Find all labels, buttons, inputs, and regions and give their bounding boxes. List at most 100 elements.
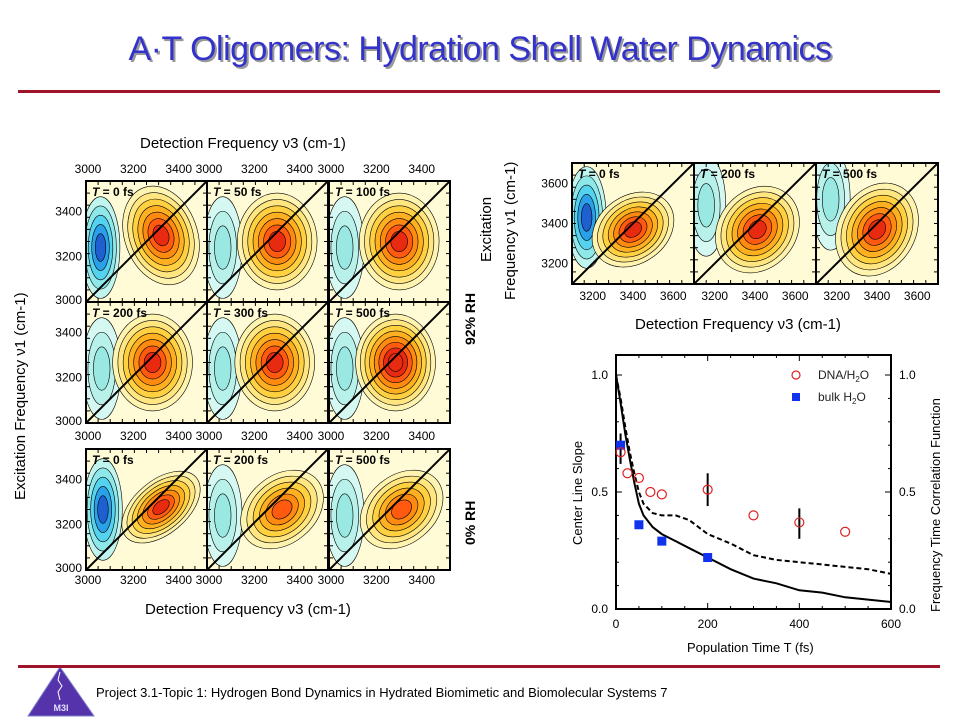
- y-tick-label: 3400: [55, 204, 82, 218]
- panel-label: T = 200 fs: [700, 167, 755, 181]
- positive-contour: [390, 231, 408, 252]
- positive-contour: [867, 219, 887, 240]
- negative-contour: [581, 203, 593, 232]
- diagonal-line: [86, 449, 207, 570]
- dna-h2o-point: [840, 526, 851, 537]
- footer-text: Project 3.1-Topic 1: Hydrogen Bond Dynam…: [96, 685, 668, 700]
- negative-contour: [214, 225, 232, 270]
- x-tick-label: 3000: [318, 573, 345, 587]
- spectrum-panel: [207, 302, 328, 423]
- dna-h2o-point: [645, 486, 656, 498]
- x-tick-label: 3400: [165, 573, 192, 587]
- chart-y2-tick-label: 0.5: [899, 485, 916, 499]
- diagonal-line: [329, 449, 450, 570]
- diagonal-line: [86, 181, 207, 302]
- x-tick-label: 3400: [408, 162, 435, 176]
- negative-contour: [336, 493, 354, 538]
- panel-label: T = 200 fs: [92, 306, 147, 320]
- diagonal-line: [207, 302, 328, 423]
- panel-label: T = 300 fs: [213, 306, 268, 320]
- logo-wave: [57, 671, 63, 701]
- diagonal-line: [816, 163, 938, 284]
- left-bottom-axis-title: Detection Frequency ν3 (cm-1): [145, 601, 351, 618]
- chart-y-tick-label: 0.5: [591, 485, 608, 499]
- diagonal-line: [207, 181, 328, 302]
- logo-triangle: [27, 666, 95, 717]
- spectrum-panel: [86, 181, 207, 302]
- left-top-axis-title-text: Detection Frequency ν3 (cm-1): [140, 135, 346, 152]
- dna-h2o-point: [748, 510, 759, 521]
- y-tick-label: 3000: [55, 414, 82, 428]
- diagonal-line: [86, 302, 207, 423]
- x-tick-label: 3000: [196, 573, 223, 587]
- x-tick-label: 3000: [318, 162, 345, 176]
- x-tick-label: 3200: [823, 289, 850, 303]
- chart-x-tick-label: 600: [881, 617, 901, 631]
- negative-contour: [94, 233, 107, 262]
- x-tick-label: 3600: [904, 289, 931, 303]
- diagonal-line: [329, 302, 450, 423]
- legend-bulk-label: bulk H2O: [818, 390, 866, 406]
- spectrum-panel: [694, 163, 816, 284]
- title-divider: [18, 90, 940, 93]
- spectrum-panel: [86, 449, 207, 570]
- x-tick-label: 3000: [196, 429, 223, 443]
- y-tick-label: 3200: [55, 518, 82, 532]
- diagonal-line: [329, 181, 450, 302]
- x-tick-label: 3400: [165, 429, 192, 443]
- x-tick-label: 3400: [165, 162, 192, 176]
- x-tick-label: 3200: [120, 573, 147, 587]
- y-tick-label: 3000: [55, 561, 82, 575]
- spectrum-panel: [329, 181, 450, 302]
- positive-contour: [268, 231, 286, 252]
- ffcf-solid-curve: [615, 374, 892, 603]
- panel-label: T = 500 fs: [335, 306, 390, 320]
- x-tick-label: 3400: [286, 573, 313, 587]
- dna-h2o-point: [656, 489, 667, 500]
- positive-contour: [152, 499, 170, 515]
- left-top-axis-title: Detection Frequency ν3 (cm-1): [140, 135, 346, 152]
- x-tick-label: 3000: [318, 429, 345, 443]
- dna-h2o-point: [633, 472, 645, 484]
- negative-contour: [97, 495, 109, 524]
- x-tick-label: 3200: [120, 429, 147, 443]
- y-tick-label: 3400: [55, 325, 82, 339]
- x-tick-label: 3200: [363, 429, 390, 443]
- x-tick-label: 3200: [241, 162, 268, 176]
- negative-contour: [214, 493, 232, 538]
- spectrum-panel: [207, 181, 328, 302]
- negative-contour: [93, 346, 111, 391]
- positive-contour: [624, 221, 642, 238]
- panel-label: T = 0 fs: [92, 453, 134, 467]
- slide-title: A·T Oligomers: Hydration Shell Water Dyn…: [128, 30, 832, 68]
- spectrum-panel: [207, 449, 328, 570]
- diagonal-line: [572, 163, 694, 284]
- dna-h2o-point: [615, 447, 626, 458]
- panel-label: T = 0 fs: [92, 185, 134, 199]
- y-tick-label: 3600: [541, 177, 568, 191]
- chart-x-tick-label: 400: [789, 617, 809, 631]
- y-tick-label: 3200: [55, 371, 82, 385]
- footer-divider: [18, 665, 940, 668]
- x-tick-label: 3400: [742, 289, 769, 303]
- y-tick-label: 3000: [55, 293, 82, 307]
- diagonal-line: [207, 449, 328, 570]
- x-tick-label: 3200: [241, 573, 268, 587]
- chart-x-axis-title: Population Time T (fs): [687, 640, 814, 655]
- chart-y-tick-label: 1.0: [591, 368, 608, 382]
- chart-y2-tick-label: 1.0: [899, 368, 916, 382]
- x-tick-label: 3600: [782, 289, 809, 303]
- y-tick-label: 3200: [541, 256, 568, 270]
- negative-contour: [697, 183, 715, 228]
- x-tick-label: 3200: [363, 573, 390, 587]
- spectrum-panel: [329, 449, 450, 570]
- bulk-h2o-point: [703, 553, 713, 563]
- ffcf-dashed-curve: [615, 374, 892, 575]
- panel-label: T = 100 fs: [335, 185, 390, 199]
- x-tick-label: 3000: [75, 573, 102, 587]
- chart-y2-tick-label: 0.0: [899, 602, 916, 616]
- panel-label: T = 50 fs: [213, 185, 262, 199]
- left-bottom-axis-title-text: Detection Frequency ν3 (cm-1): [145, 601, 351, 618]
- x-tick-label: 3200: [241, 429, 268, 443]
- chart-x-tick-label: 200: [698, 617, 718, 631]
